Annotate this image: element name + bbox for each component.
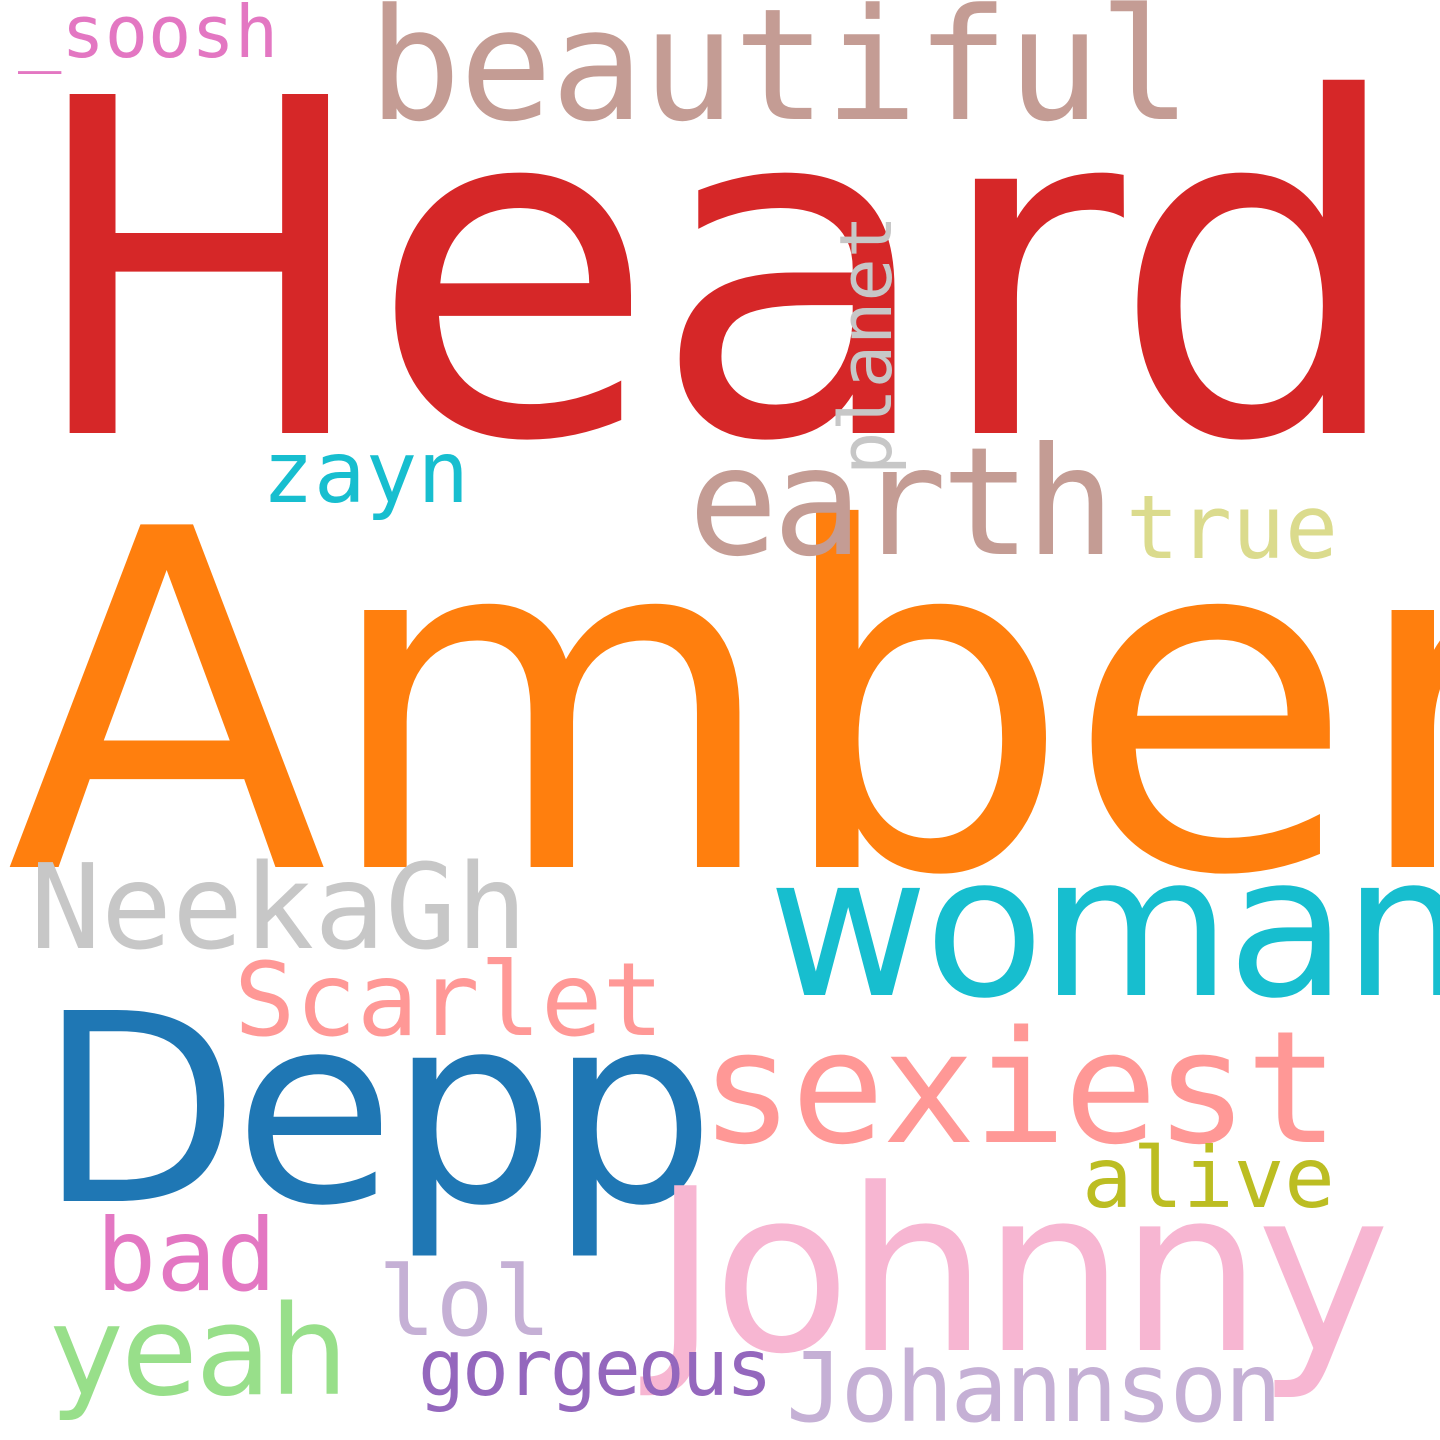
word-scarlet: Scarlet [234,941,664,1060]
word-johnny: Johnny [652,1141,1390,1404]
word-depp: Depp [38,958,716,1263]
word-zayn: zayn [262,423,470,523]
word-woman: woman [768,814,1440,1042]
word-alive: alive [1082,1129,1335,1227]
word-amber: Amber [6,431,1440,978]
word-johannson: Johannson [786,1332,1282,1440]
word-earth: earth [688,416,1116,590]
word-bad: bad [96,1197,277,1314]
word-yeah: yeah [50,1280,348,1424]
word-neekagh: NeekaGh [30,838,528,976]
word-sexiest: sexiest [700,997,1339,1179]
word-beautiful: beautiful [368,0,1192,156]
word-gorgeous: gorgeous [418,1324,773,1414]
word-true: true [1126,476,1338,579]
word-soosh: _soosh [18,0,279,74]
word-heard: Heard [24,1,1407,543]
word-lol: lol [378,1246,552,1358]
